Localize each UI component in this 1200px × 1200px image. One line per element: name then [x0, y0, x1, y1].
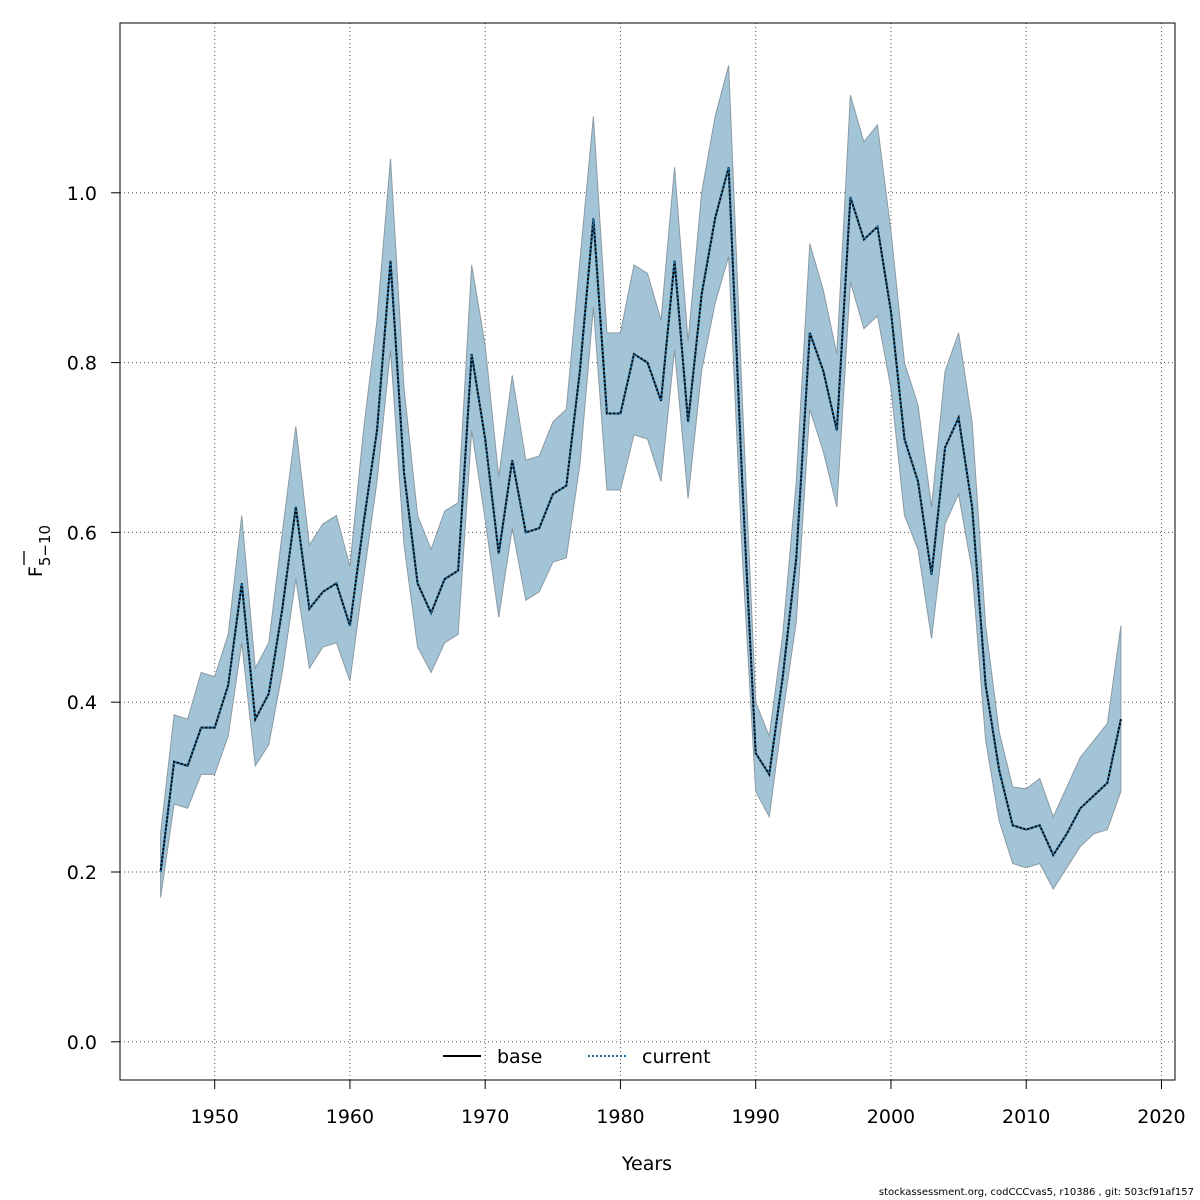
x-tick-label-2010: 2010 [1002, 1106, 1050, 1128]
series-line-current [159, 167, 1122, 873]
x-axis: 1950 1960 1970 1980 1990 2000 2010 2020 [190, 1079, 1186, 1128]
x-tick-label-2000: 2000 [867, 1106, 915, 1128]
grid [120, 23, 1175, 1080]
legend-base-label: base [497, 1046, 542, 1068]
x-axis-title: Years [621, 1153, 672, 1175]
x-tick-label-1970: 1970 [461, 1106, 509, 1128]
y-tick-label-1: 0.2 [67, 862, 97, 884]
y-tick-label-0: 0.0 [67, 1032, 97, 1054]
y-tick-label-4: 0.8 [67, 353, 97, 375]
x-tick-label-1990: 1990 [732, 1106, 780, 1128]
y-axis: 0.0 0.2 0.4 0.6 0.8 1.0 [67, 183, 121, 1054]
legend: base current [443, 1046, 711, 1068]
x-tick-label-1950: 1950 [190, 1106, 238, 1128]
y-axis-title-sub: 5−10 [36, 525, 54, 566]
footer-caption: stockassessment.org, codCCCvas5, r10386 … [878, 1187, 1194, 1198]
x-tick-label-1980: 1980 [596, 1106, 644, 1128]
confidence-band [160, 65, 1122, 898]
y-tick-label-3: 0.6 [67, 522, 97, 544]
series-lines [159, 167, 1122, 873]
legend-current-label: current [642, 1046, 711, 1068]
x-tick-label-1960: 1960 [326, 1106, 374, 1128]
y-tick-label-5: 1.0 [67, 183, 97, 205]
svg-text:F5−10: F5−10 [25, 525, 54, 577]
y-axis-title-main: F [25, 566, 47, 577]
y-axis-title: F5−10 [23, 525, 54, 577]
x-tick-label-2020: 2020 [1137, 1106, 1185, 1128]
y-tick-label-2: 0.4 [67, 692, 97, 714]
confidence-band-area [160, 65, 1122, 898]
plot-frame [119, 22, 1176, 1081]
